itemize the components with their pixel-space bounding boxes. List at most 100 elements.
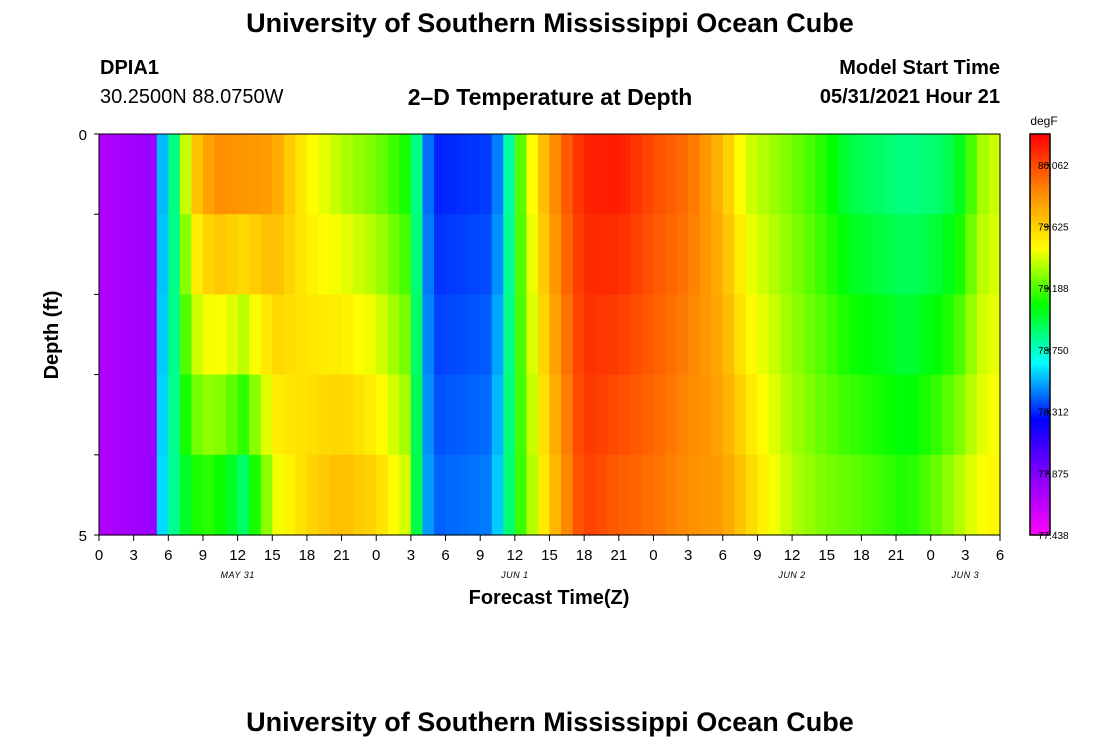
- heatmap-cell: [607, 294, 620, 376]
- heatmap-cell: [584, 374, 597, 456]
- heatmap-cell: [468, 454, 481, 536]
- heatmap-cell: [537, 374, 551, 456]
- heatmap-cell: [260, 294, 273, 376]
- heatmap-cell: [226, 214, 239, 295]
- x-tick-label: 6: [441, 547, 449, 564]
- y-tick-label: 5: [79, 528, 87, 545]
- heatmap-cell: [711, 134, 724, 215]
- heatmap-cell: [445, 214, 458, 295]
- heatmap-cell: [179, 454, 193, 536]
- heatmap-cell: [688, 374, 701, 456]
- heatmap-cell: [295, 214, 308, 295]
- colorbar: 80.062 79.625 79.188 78.750 78.312 77.875 77.4…: [1029, 114, 1069, 542]
- heatmap-cell: [745, 374, 759, 456]
- heatmap-cell: [849, 374, 862, 456]
- heatmap-cell: [283, 214, 296, 295]
- heatmap-cell: [965, 294, 978, 376]
- heatmap-cell: [907, 134, 920, 215]
- heatmap-cell: [965, 454, 978, 536]
- heatmap-cell: [249, 214, 262, 295]
- heatmap-cell: [641, 134, 655, 215]
- heatmap-cell: [641, 294, 655, 376]
- heatmap-cell: [884, 374, 897, 456]
- heatmap-cell: [110, 294, 123, 376]
- heatmap-cell: [260, 374, 273, 456]
- heatmap-cell: [792, 374, 805, 456]
- heatmap-cell: [849, 294, 862, 376]
- heatmap-cell: [503, 214, 516, 295]
- heatmap-cell: [433, 134, 447, 215]
- heatmap-cell: [953, 294, 966, 376]
- heatmap-cell: [399, 294, 412, 376]
- heatmap-cell: [653, 134, 666, 215]
- heatmap-cell: [480, 134, 493, 215]
- heatmap-cell: [896, 454, 909, 536]
- heatmap-cell: [607, 454, 620, 536]
- heatmap-cell: [826, 454, 839, 536]
- heatmap-cell: [133, 214, 146, 295]
- heatmap-cell: [630, 134, 643, 215]
- x-tick-label: 3: [961, 547, 969, 564]
- heatmap-cell: [884, 294, 897, 376]
- heatmap-cell: [249, 374, 262, 456]
- heatmap-cell: [468, 294, 481, 376]
- heatmap-cell: [526, 294, 539, 376]
- heatmap-cell: [965, 134, 978, 215]
- heatmap-cell: [387, 134, 400, 215]
- heatmap-cell: [99, 214, 112, 295]
- heatmap-cell: [387, 454, 400, 536]
- heatmap-cell: [561, 454, 574, 536]
- heatmap-cell: [630, 454, 643, 536]
- heatmap-cell: [826, 214, 839, 295]
- heatmap-cell: [353, 294, 366, 376]
- heatmap-cell: [942, 374, 955, 456]
- x-tick-label: 3: [684, 547, 692, 564]
- heatmap-cell: [318, 374, 331, 456]
- heatmap-cell: [272, 454, 285, 536]
- x-tick-label: 3: [129, 547, 137, 564]
- heatmap-cell: [272, 134, 285, 215]
- heatmap-cell: [341, 454, 354, 536]
- heatmap-cell: [202, 374, 216, 456]
- heatmap-cell: [168, 374, 181, 456]
- heatmap-cell: [699, 374, 712, 456]
- heatmap-cell: [179, 134, 193, 215]
- heatmap-cell: [468, 214, 481, 295]
- heatmap-cell: [549, 294, 562, 376]
- heatmap-cell: [503, 294, 516, 376]
- x-tick-label: 21: [610, 547, 627, 564]
- heatmap-cell: [526, 214, 539, 295]
- heatmap-cell: [768, 454, 782, 536]
- heatmap-cell: [988, 214, 1001, 295]
- heatmap-cell: [376, 374, 389, 456]
- heatmap-cell: [780, 374, 793, 456]
- heatmap-cell: [341, 294, 354, 376]
- heatmap-cell: [503, 374, 516, 456]
- heatmap-cell: [226, 454, 239, 536]
- heatmap-cell: [976, 454, 990, 536]
- heatmap-cell: [826, 374, 839, 456]
- heatmap-cell: [872, 134, 886, 215]
- heatmap-cell: [549, 454, 562, 536]
- heatmap-cell: [942, 294, 955, 376]
- x-tick-label: 18: [853, 547, 870, 564]
- heatmap-cell: [561, 294, 574, 376]
- heatmap-cell: [618, 294, 631, 376]
- heatmap-cell: [457, 134, 470, 215]
- station-id: DPIA1: [100, 57, 159, 79]
- heatmap-cell: [861, 214, 874, 295]
- heatmap-cell: [757, 134, 770, 215]
- heatmap-cell: [295, 454, 308, 536]
- heatmap-cell: [653, 374, 666, 456]
- heatmap-cell: [330, 214, 343, 295]
- heatmap-cell: [468, 374, 481, 456]
- heatmap-cell: [330, 374, 343, 456]
- heatmap-cell: [722, 294, 735, 376]
- heatmap-cell: [676, 134, 689, 215]
- heatmap-cell: [283, 374, 296, 456]
- heatmap-cell: [584, 294, 597, 376]
- heatmap-cell: [919, 294, 932, 376]
- heatmap-cell: [99, 294, 112, 376]
- model-start-label: Model Start Time: [839, 57, 1000, 79]
- heatmap-cells: [99, 134, 1001, 536]
